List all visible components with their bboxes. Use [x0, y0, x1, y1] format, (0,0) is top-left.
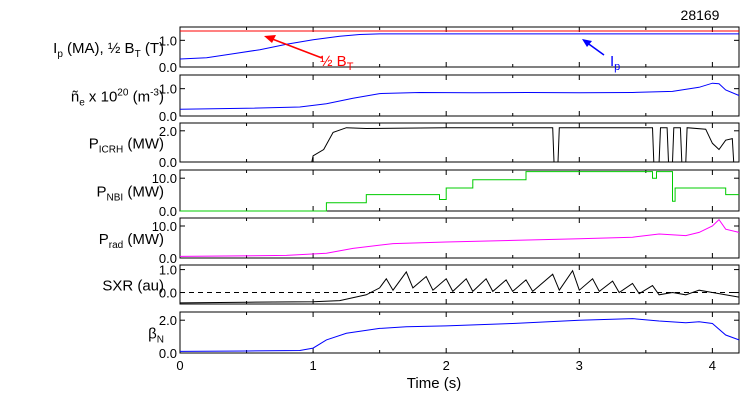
annotation-text: I: [610, 53, 614, 70]
y-axis-label-part: 20: [117, 88, 129, 99]
panel-frame: [179, 264, 740, 305]
panel-ip-bt: 0.01.0Ip (MA), ½ BT (T)½ BT Ip: [53, 26, 740, 75]
y-axis-label: ñe x 1020 (m-3): [71, 88, 164, 109]
y-axis-label-part: ñ: [71, 89, 79, 106]
annotation-sub: p: [614, 61, 620, 73]
panel-frame: [179, 26, 740, 68]
y-axis-label-part: P: [89, 136, 99, 153]
series-line-betan-0: [179, 318, 740, 352]
y-axis-label-part: ): [159, 89, 164, 106]
y-tick-label: 0.0: [159, 109, 177, 124]
y-tick-label: 0.0: [159, 286, 177, 301]
series-line-prad-0: [179, 218, 740, 257]
x-tick-label: 4: [709, 358, 716, 373]
y-axis-label-part: (MA), ½ B: [63, 40, 135, 57]
y-axis-label-part: β: [148, 326, 157, 343]
panel-frame: [179, 169, 740, 212]
panel-frame: [179, 217, 740, 259]
y-tick-label: 0.0: [159, 204, 177, 219]
x-axis-label: Time (s): [407, 375, 461, 392]
y-tick-label: 1.0: [159, 33, 177, 48]
y-axis-label-part: (T): [141, 40, 164, 57]
y-tick-label: 1.0: [159, 263, 177, 278]
y-axis-label-part: (MW): [123, 136, 164, 153]
x-tick-label: 3: [576, 358, 583, 373]
x-tick-label: 2: [443, 358, 450, 373]
shot-number: 28169: [681, 7, 720, 23]
y-axis-label-part: I: [53, 40, 57, 57]
annotation-label-ip: Ip: [610, 53, 620, 73]
annotation-arrowhead: [582, 39, 592, 47]
annotation-sub: T: [347, 61, 354, 73]
y-axis-label: Prad (MW): [99, 231, 164, 251]
annotation-arrow: [266, 36, 323, 59]
x-axis-ticks: 0 1 2 3 4: [176, 358, 716, 373]
x-tick-label: 0: [176, 358, 183, 373]
panel-frame: [179, 74, 740, 117]
y-axis-label-part: SXR (au): [102, 278, 164, 295]
y-axis-label: PNBI (MW): [97, 184, 165, 204]
annotation-text: ½ B: [320, 53, 347, 70]
y-axis-label: PICRH (MW): [89, 136, 164, 156]
panels: 0.01.0Ip (MA), ½ BT (T)½ BT Ip0.01.0ñe x …: [53, 26, 740, 361]
series-line-ne-0: [179, 82, 740, 110]
panel-frame: [179, 122, 740, 163]
annotation-arrowhead: [264, 35, 276, 43]
series-line-ip-bt-1: [179, 33, 739, 60]
y-tick-label: 0.0: [159, 251, 177, 266]
y-axis-label-part: NBI: [107, 193, 124, 204]
y-axis-label-part: rad: [109, 240, 123, 251]
y-axis-label-part: T: [135, 49, 141, 60]
series-line-picrh-0: [180, 127, 739, 163]
y-axis-label: Ip (MA), ½ BT (T): [53, 40, 164, 60]
y-axis-label-part: (MW): [123, 184, 164, 201]
y-axis-label-part: e: [79, 98, 85, 109]
y-axis-label: βN: [148, 326, 164, 346]
y-axis-label-part: p: [57, 49, 63, 60]
annotation-label-bt: ½ BT: [320, 53, 354, 73]
y-axis-label-part: (m: [128, 89, 150, 106]
y-axis-label-part: P: [99, 231, 109, 248]
y-tick-label: 10.0: [152, 219, 177, 234]
y-axis-label-part: x 10: [85, 89, 118, 106]
y-axis-label-part: P: [97, 184, 107, 201]
y-tick-label: 0.0: [159, 346, 177, 361]
panel-betan: 0.0 2.0βN: [148, 311, 740, 361]
x-tick-label: 1: [309, 358, 316, 373]
y-axis-label-part: (MW): [123, 231, 164, 248]
series-line-pnbi-0: [180, 171, 739, 212]
y-tick-label: 2.0: [159, 313, 177, 328]
y-axis-label-part: ICRH: [99, 145, 123, 156]
panel-frame: [179, 311, 740, 354]
y-axis-label-part: N: [157, 335, 164, 346]
y-tick-label: 1.0: [159, 82, 177, 97]
y-tick-label: 10.0: [152, 171, 177, 186]
series-line-sxr-0: [179, 269, 740, 304]
y-tick-label: 0.0: [159, 60, 177, 75]
y-tick-label: 2.0: [159, 124, 177, 139]
y-axis-label: SXR (au): [102, 278, 164, 295]
y-tick-label: 0.0: [159, 155, 177, 170]
y-axis-label-part: -3: [150, 88, 159, 99]
panel-ne: 0.01.0ñe x 1020 (m-3): [71, 74, 740, 124]
